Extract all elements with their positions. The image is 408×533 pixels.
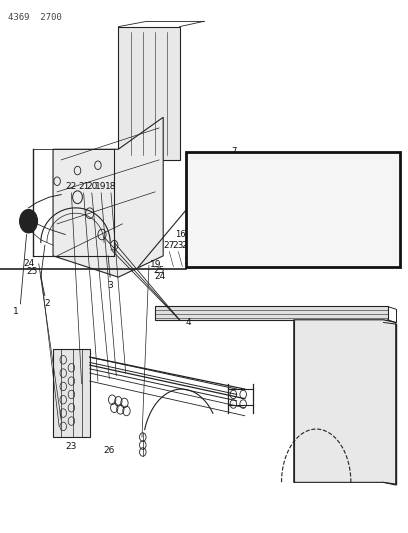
Text: 4369  2700: 4369 2700 bbox=[8, 13, 62, 22]
Text: 13: 13 bbox=[247, 256, 257, 264]
Text: 12: 12 bbox=[277, 217, 288, 225]
Polygon shape bbox=[118, 27, 180, 160]
Text: 24: 24 bbox=[24, 260, 35, 268]
Bar bbox=[53, 349, 90, 437]
Text: 26: 26 bbox=[104, 446, 115, 455]
Text: 18: 18 bbox=[105, 182, 117, 191]
Bar bbox=[186, 152, 400, 266]
Text: 9: 9 bbox=[265, 154, 270, 162]
Text: 19: 19 bbox=[95, 182, 107, 191]
Text: 22: 22 bbox=[66, 182, 77, 191]
Text: 4: 4 bbox=[186, 318, 191, 327]
Text: 21: 21 bbox=[181, 241, 193, 249]
Text: 19: 19 bbox=[150, 260, 162, 269]
Text: 20: 20 bbox=[86, 182, 98, 191]
Circle shape bbox=[20, 209, 38, 233]
Text: 23: 23 bbox=[173, 241, 184, 249]
Text: 3: 3 bbox=[107, 281, 113, 289]
Text: 25: 25 bbox=[153, 266, 164, 274]
Text: 17: 17 bbox=[183, 257, 194, 265]
Text: 2: 2 bbox=[44, 300, 50, 308]
Text: 24: 24 bbox=[154, 272, 166, 280]
Text: 14: 14 bbox=[224, 257, 235, 265]
Text: 13: 13 bbox=[190, 256, 200, 264]
Text: 27: 27 bbox=[164, 241, 175, 249]
Text: 21: 21 bbox=[78, 182, 89, 191]
Text: 10: 10 bbox=[270, 158, 281, 167]
Text: 25: 25 bbox=[26, 268, 38, 276]
Text: 16: 16 bbox=[175, 230, 186, 239]
Text: 5: 5 bbox=[232, 257, 237, 265]
Text: 7: 7 bbox=[231, 148, 237, 156]
Polygon shape bbox=[155, 306, 388, 320]
Text: 23: 23 bbox=[66, 442, 77, 451]
Text: 11: 11 bbox=[279, 204, 290, 212]
Text: 8: 8 bbox=[256, 154, 262, 162]
Text: 5: 5 bbox=[201, 154, 206, 162]
Polygon shape bbox=[53, 117, 163, 277]
Text: 6: 6 bbox=[213, 152, 218, 161]
Text: 15: 15 bbox=[218, 257, 229, 265]
Text: 20: 20 bbox=[189, 241, 201, 249]
Polygon shape bbox=[294, 320, 396, 485]
Text: 1: 1 bbox=[13, 308, 19, 316]
